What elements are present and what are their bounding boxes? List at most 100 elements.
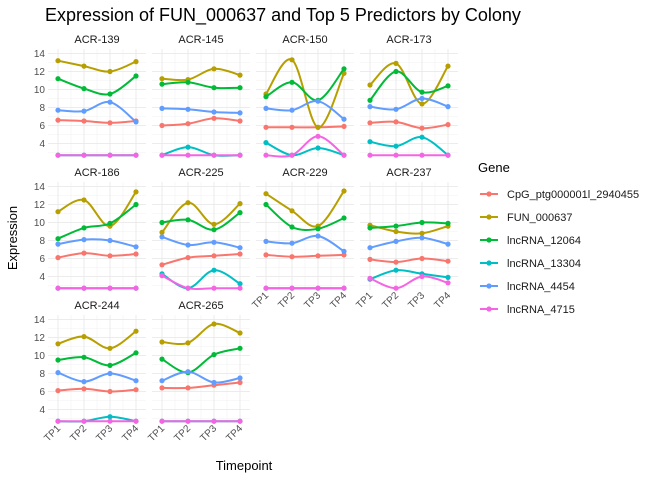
data-point	[159, 262, 165, 268]
data-point	[393, 106, 399, 112]
data-point	[81, 225, 87, 231]
data-point	[211, 152, 217, 158]
data-point	[133, 387, 139, 393]
data-point	[211, 109, 217, 115]
data-point	[185, 285, 191, 291]
series-line	[57, 75, 137, 96]
data-point	[81, 285, 87, 291]
data-point	[55, 255, 61, 261]
y-tick-label: 8	[39, 236, 45, 247]
data-point	[445, 63, 451, 69]
data-point	[393, 152, 399, 158]
data-point	[263, 191, 269, 197]
data-point	[211, 85, 217, 91]
data-point	[393, 267, 399, 273]
data-point	[367, 245, 373, 251]
data-point	[211, 352, 217, 358]
data-point	[419, 95, 425, 102]
series-line	[57, 119, 137, 124]
y-tick-label: 8	[39, 369, 45, 380]
x-tick-label: TP1	[354, 290, 375, 311]
data-point	[263, 238, 269, 244]
facet-panel: ACR-244 4 6 8 10 12 14 TP1 TP2 TP3 TP4	[34, 300, 146, 444]
facet-panel: ACR-145	[152, 34, 250, 158]
data-point	[341, 252, 347, 258]
data-point	[237, 281, 243, 287]
x-tick-label: TP3	[302, 290, 323, 311]
data-point	[133, 59, 139, 65]
facet-panel: ACR-186 4 6 8 10 12 14	[34, 167, 146, 291]
data-point	[81, 197, 87, 203]
series-line	[161, 235, 241, 249]
series-line	[265, 234, 345, 253]
data-point	[445, 241, 451, 247]
series-line	[57, 351, 137, 367]
x-tick-label: TP2	[380, 290, 401, 311]
series-line	[57, 191, 137, 228]
legend-item: lncRNA_12064	[480, 235, 581, 247]
data-point	[55, 418, 61, 424]
data-point	[289, 152, 295, 158]
data-point	[159, 152, 165, 158]
series-line	[161, 274, 240, 291]
series-line	[369, 224, 449, 235]
data-point	[81, 152, 87, 158]
data-point	[81, 354, 87, 360]
series-line	[57, 59, 137, 73]
series-line	[57, 371, 137, 383]
legend-label: CpG_ptg000001l_2940455	[507, 189, 639, 201]
series-line	[57, 238, 137, 248]
series-line	[161, 211, 241, 231]
series-line	[265, 125, 345, 129]
data-point	[159, 122, 165, 129]
data-point	[159, 378, 165, 384]
data-point	[211, 285, 217, 291]
data-point	[133, 119, 139, 125]
data-point	[211, 418, 217, 424]
series-line	[57, 387, 137, 393]
data-point	[341, 123, 347, 129]
data-point	[185, 144, 191, 150]
data-point	[211, 253, 217, 259]
data-point	[133, 73, 139, 79]
x-tick-label: TP4	[432, 290, 453, 311]
legend-key-point	[486, 306, 492, 312]
data-point	[419, 101, 425, 107]
x-tick-label: TP3	[198, 423, 219, 444]
x-tick-label: TP1	[42, 423, 63, 444]
data-point	[237, 118, 243, 124]
data-point	[315, 226, 321, 232]
facet-label: ACR-145	[178, 34, 223, 46]
facet-panels: ACR-139 4 6 8 10 12 14 ACR-145 ACR-150 ACR-173 ACR…	[34, 34, 458, 444]
data-point	[107, 68, 113, 75]
series-line	[369, 120, 449, 130]
facet-label: ACR-225	[178, 167, 223, 179]
data-point	[341, 188, 347, 194]
series-line	[161, 201, 241, 234]
x-tick-label: TP3	[94, 423, 115, 444]
data-point	[393, 228, 399, 235]
data-point	[55, 388, 61, 394]
legend: Gene CpG_ptg000001l_2940455 FUN_000637lnc…	[478, 160, 639, 316]
data-point	[159, 385, 165, 391]
series-line	[369, 97, 449, 111]
x-tick-label: TP2	[172, 423, 193, 444]
data-point	[419, 273, 425, 280]
series-line	[161, 67, 241, 82]
y-tick-label: 10	[34, 218, 46, 229]
data-point	[107, 91, 113, 97]
data-point	[211, 267, 217, 273]
legend-item: CpG_ptg000001l_2940455	[480, 189, 639, 201]
facet-panel: ACR-229 TP1 TP2 TP3 TP4	[250, 167, 354, 311]
data-point	[81, 86, 87, 92]
legend-label: lncRNA_4454	[507, 281, 575, 293]
facet-panel: ACR-139 4 6 8 10 12 14	[34, 34, 146, 158]
data-point	[367, 256, 373, 262]
x-axis-title: Timepoint	[216, 458, 273, 473]
y-tick-label: 6	[39, 254, 45, 265]
data-point	[159, 76, 165, 82]
data-point	[211, 239, 217, 245]
data-point	[445, 274, 451, 280]
facet-label: ACR-265	[178, 300, 223, 312]
data-point	[315, 285, 321, 291]
